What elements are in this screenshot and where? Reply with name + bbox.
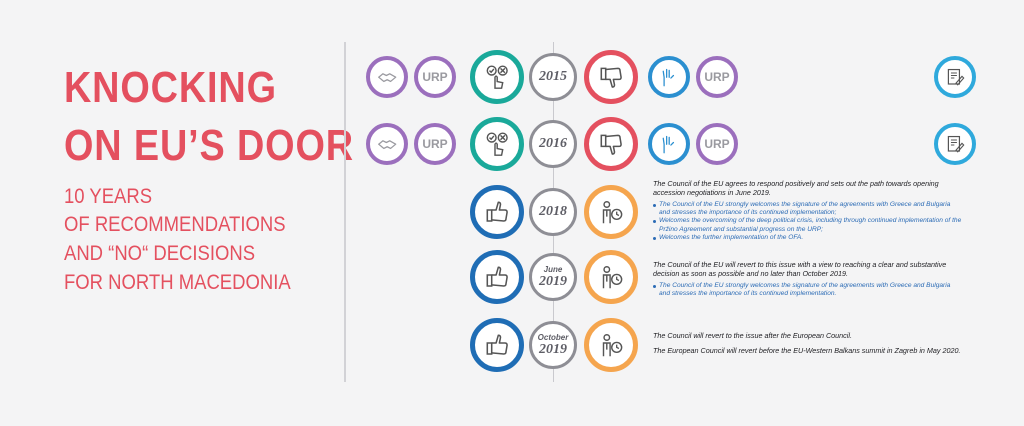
thumbs-up-icon — [470, 318, 524, 372]
title-line-1: KNOCKING — [64, 63, 277, 112]
note-october-2019-main-1: The Council will revert to the issue aft… — [653, 331, 852, 340]
thumbs-up-icon — [470, 185, 524, 239]
document-pen-icon — [934, 56, 976, 98]
note-october-2019: The Council will revert to the issue aft… — [653, 331, 963, 355]
year-2015: 2015 — [529, 53, 577, 101]
checkbox-choice-icon — [470, 117, 524, 171]
year-october-2019: October 2019 — [529, 321, 577, 369]
thumbs-down-icon — [584, 117, 638, 171]
urp-badge: URP — [696, 56, 738, 98]
note-june-2019-main: The Council of the EU will revert to thi… — [653, 260, 947, 278]
urp-badge: URP — [414, 56, 456, 98]
handshake-icon — [366, 123, 408, 165]
urp-badge: URP — [414, 123, 456, 165]
subtitle-line-1: 10 YEARS — [64, 184, 153, 208]
person-clock-icon — [584, 250, 638, 304]
document-pen-icon — [934, 123, 976, 165]
note-october-2019-main-2: The European Council will revert before … — [653, 346, 961, 355]
subtitle-line-3: AND “NO“ DECISIONS — [64, 241, 256, 265]
subtitle-line-4: FOR NORTH MACEDONIA — [64, 270, 291, 294]
note-june-2019: The Council of the EU will revert to thi… — [653, 260, 963, 298]
note-2018-bullet: Welcomes the overcoming of the deep poli… — [653, 217, 963, 233]
year-2016: 2016 — [529, 120, 577, 168]
raised-hands-icon — [648, 56, 690, 98]
year-june-2019: June 2019 — [529, 253, 577, 301]
vertical-divider — [344, 42, 346, 382]
note-june-2019-bullet: The Council of the EU strongly welcomes … — [653, 282, 963, 298]
person-clock-icon — [584, 185, 638, 239]
person-clock-icon — [584, 318, 638, 372]
raised-hands-icon — [648, 123, 690, 165]
title-line-2: ON EU’S DOOR — [64, 121, 354, 170]
note-2018-bullet: Welcomes the further implementation of t… — [653, 234, 963, 242]
note-2018-main: The Council of the EU agrees to respond … — [653, 179, 939, 197]
note-2018: The Council of the EU agrees to respond … — [653, 179, 963, 242]
subtitle-line-2: OF RECOMMENDATIONS — [64, 212, 286, 236]
handshake-icon — [366, 56, 408, 98]
checkbox-choice-icon — [470, 50, 524, 104]
thumbs-up-icon — [470, 250, 524, 304]
year-2018: 2018 — [529, 188, 577, 236]
urp-badge: URP — [696, 123, 738, 165]
note-2018-bullet: The Council of the EU strongly welcomes … — [653, 201, 963, 217]
thumbs-down-icon — [584, 50, 638, 104]
